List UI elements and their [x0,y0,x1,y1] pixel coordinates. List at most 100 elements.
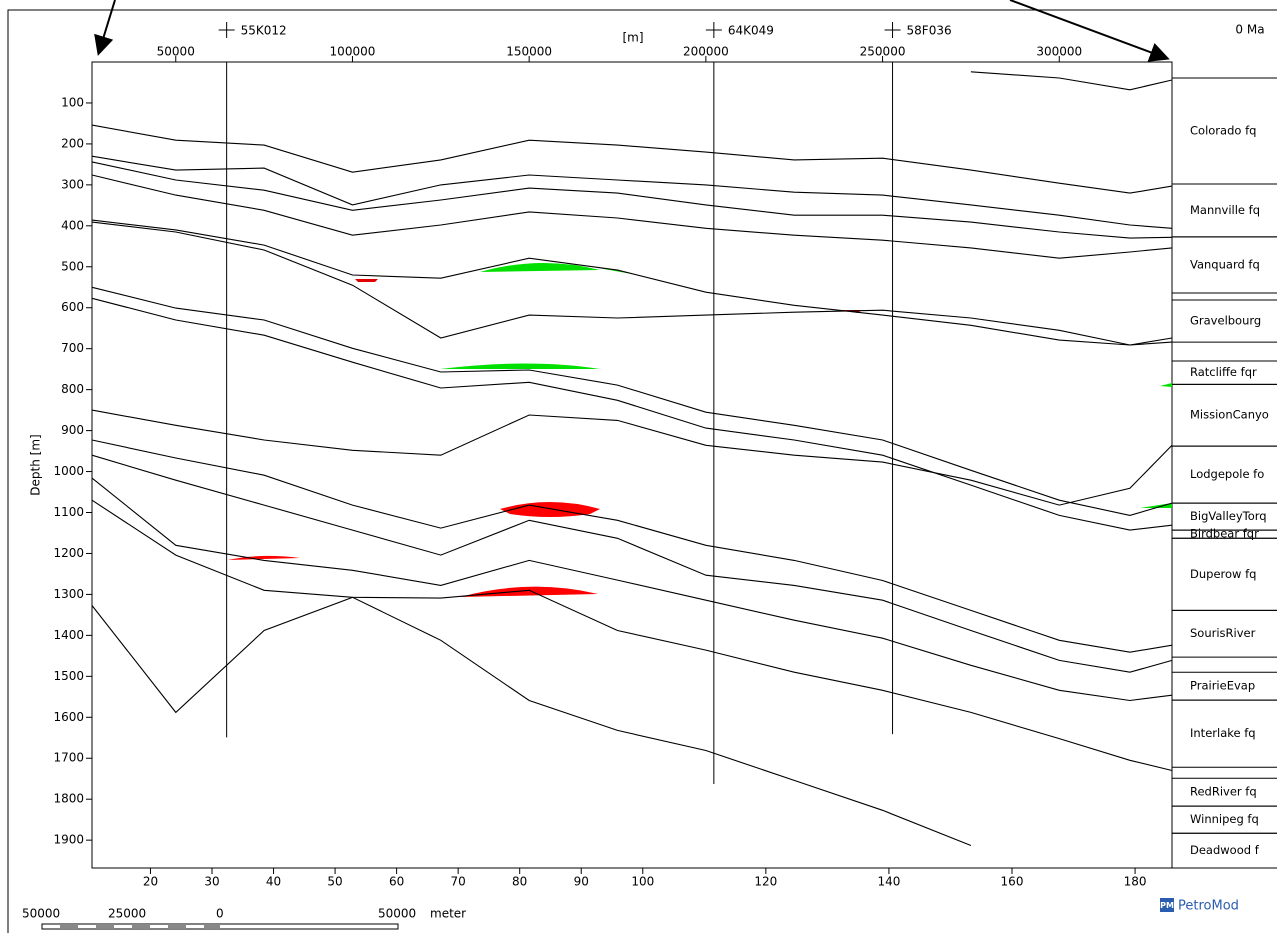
y-tick-label: 800 [61,382,84,396]
patch [1160,383,1172,387]
formation-label: SourisRiver [1190,626,1256,640]
well-label: 64K049 [728,24,774,38]
formation-label: Winnipeg fq [1190,812,1259,826]
horizon [91,219,1173,346]
horizon [91,439,1173,653]
horizon [91,221,1173,346]
x2-tick-label: 80 [512,875,527,889]
logo-mark: PM [1160,901,1174,910]
x2-tick-label: 50 [327,875,342,889]
logo: PM PetroMod [1160,898,1239,914]
y-tick-label: 500 [61,259,84,273]
scale-label: 0 [216,907,224,921]
x-tick-label: 250000 [860,45,906,59]
patch [460,586,598,597]
x-tick-label: 100000 [330,45,376,59]
scale-unit: meter [430,907,466,921]
arrow [1009,0,1170,62]
y-tick-label: 700 [61,341,84,355]
formation-label: Colorado fq [1190,124,1256,138]
formation-label: Ratcliffe fqr [1190,365,1257,379]
y-tick-label: 1100 [53,505,84,519]
plot-area [91,61,1173,869]
y-tick-label: 1900 [53,833,84,847]
patch [1140,503,1172,508]
horizon [91,174,1173,259]
well-marker [218,22,235,38]
formation-label: BigValleyTorq [1190,509,1267,523]
y-tick-label: 600 [61,300,84,314]
x2-tick-label: 90 [574,875,589,889]
x2-tick-label: 70 [451,875,466,889]
horizon [91,286,1173,516]
formation-label: Vanquard fq [1190,257,1260,271]
patch [598,268,632,274]
y-tick-label: 1400 [53,628,84,642]
patch [228,555,300,560]
y-tick-label: 400 [61,218,84,232]
x2-tick-label: 40 [266,875,281,889]
well-label: 55K012 [241,24,287,38]
horizon [91,155,1173,229]
formation-label: Lodgepole fo [1190,467,1264,481]
x2-tick-label: 100 [631,875,654,889]
formation-label: Duperow fq [1190,567,1256,581]
scale-bar: 50000 25000 0 50000 meter [22,907,466,930]
horizon [91,454,1173,673]
x2-tick-label: 140 [877,875,900,889]
x-axis-label: [m] [622,31,643,45]
x-tick-label: 150000 [506,45,552,59]
x2-tick-label: 20 [143,875,158,889]
horizon [91,297,1173,531]
patch [355,279,378,282]
y-tick-label: 1300 [53,587,84,601]
x-tick-label: 50000 [157,45,195,59]
formation-label: Mannville fq [1190,203,1260,217]
x-tick-label: 200000 [683,45,729,59]
horizon [91,409,1173,506]
y-tick-label: 1000 [53,464,84,478]
formation-label: MissionCanyo [1190,408,1269,422]
horizon [91,596,972,847]
well-label: 58F036 [907,24,952,38]
horizon [91,477,1173,702]
y-tick-label: 1800 [53,792,84,806]
horizon [970,71,1173,91]
scale-label: 50000 [22,907,60,921]
y-tick-label: 1500 [53,669,84,683]
x2-tick-label: 120 [754,875,777,889]
formation-label: Birdbear fqr [1190,527,1259,541]
x2-tick-label: 60 [389,875,404,889]
formation-label: Gravelbourg [1190,314,1261,328]
formation-label: Interlake fq [1190,726,1256,740]
scale-label: 25000 [108,907,146,921]
well-marker [884,22,901,38]
well-marker [705,22,722,38]
patches [228,262,1172,597]
x2-tick-label: 160 [1001,875,1024,889]
scale-bar-fill [60,924,220,929]
formation-label: PrairieEvap [1190,679,1255,693]
x2-tick-label: 30 [204,875,219,889]
y-tick-label: 1700 [53,751,84,765]
y-tick-label: 100 [61,95,84,109]
arrow [94,0,116,56]
formation-label: RedRiver fq [1190,785,1257,799]
horizon [91,124,1173,194]
y-tick-label: 1200 [53,546,84,560]
y-tick-label: 900 [61,423,84,437]
x-tick-label: 300000 [1036,45,1082,59]
y-axis-label: Depth [m] [29,434,43,495]
horizon [91,499,1173,772]
horizon [91,161,1173,239]
y-tick-label: 300 [61,177,84,191]
logo-text: PetroMod [1178,899,1239,914]
y-tick-label: 200 [61,136,84,150]
scale-label: 50000 [378,907,416,921]
frame [7,9,1277,933]
x2-tick-label: 180 [1124,875,1147,889]
y-tick-label: 1600 [53,710,84,724]
age-label: 0 Ma [1235,23,1264,37]
